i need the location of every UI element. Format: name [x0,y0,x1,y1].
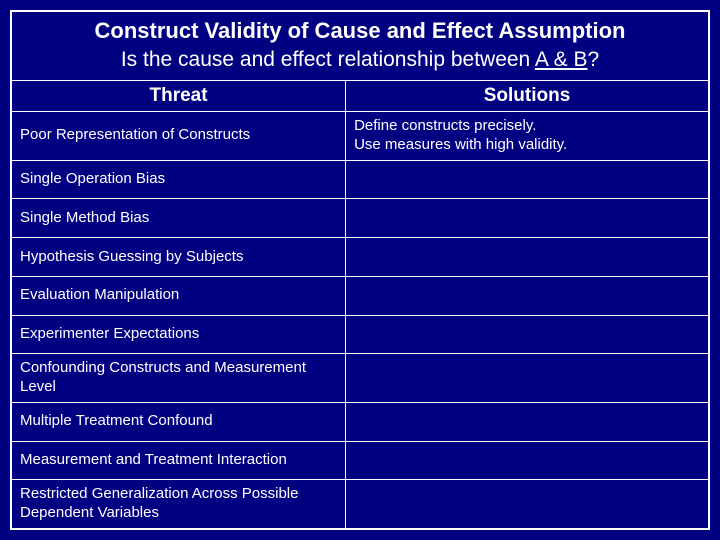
threat-cell: Hypothesis Guessing by Subjects [12,238,346,276]
subtitle-underlined: A & B [535,48,588,71]
table-row: Measurement and Treatment Interaction [12,442,708,481]
header-threat: Threat [12,81,346,111]
header-solutions: Solutions [346,81,708,111]
solution-cell [346,161,708,199]
table-header-row: Threat Solutions [12,81,708,112]
table-row: Confounding Constructs and Measurement L… [12,354,708,403]
threat-cell: Poor Representation of Constructs [12,112,346,160]
threat-cell: Single Method Bias [12,199,346,237]
threat-cell: Single Operation Bias [12,161,346,199]
table-row: Multiple Treatment Confound [12,403,708,442]
solution-cell [346,480,708,528]
table-body: Poor Representation of Constructs Define… [12,112,708,528]
solution-line: Define constructs precisely. [354,117,700,136]
solution-cell [346,354,708,402]
solution-cell: Define constructs precisely. Use measure… [346,112,708,160]
title-sub: Is the cause and effect relationship bet… [22,48,698,72]
table-row: Single Operation Bias [12,161,708,200]
subtitle-prefix: Is the cause and effect relationship bet… [121,48,535,71]
table-row: Evaluation Manipulation [12,277,708,316]
threat-cell: Measurement and Treatment Interaction [12,442,346,480]
table-row: Single Method Bias [12,199,708,238]
solution-cell [346,238,708,276]
threat-cell: Experimenter Expectations [12,316,346,354]
table-row: Restricted Generalization Across Possibl… [12,480,708,528]
threat-cell: Evaluation Manipulation [12,277,346,315]
solution-cell [346,442,708,480]
threat-cell: Multiple Treatment Confound [12,403,346,441]
solution-cell [346,199,708,237]
threat-cell: Confounding Constructs and Measurement L… [12,354,346,402]
slide-frame: Construct Validity of Cause and Effect A… [10,10,710,530]
solution-line: Use measures with high validity. [354,136,700,155]
title-block: Construct Validity of Cause and Effect A… [12,12,708,81]
solution-cell [346,403,708,441]
table-row: Poor Representation of Constructs Define… [12,112,708,161]
table-row: Experimenter Expectations [12,316,708,355]
subtitle-suffix: ? [587,48,599,71]
solution-cell [346,316,708,354]
solution-cell [346,277,708,315]
table-row: Hypothesis Guessing by Subjects [12,238,708,277]
threat-cell: Restricted Generalization Across Possibl… [12,480,346,528]
title-main: Construct Validity of Cause and Effect A… [22,18,698,44]
